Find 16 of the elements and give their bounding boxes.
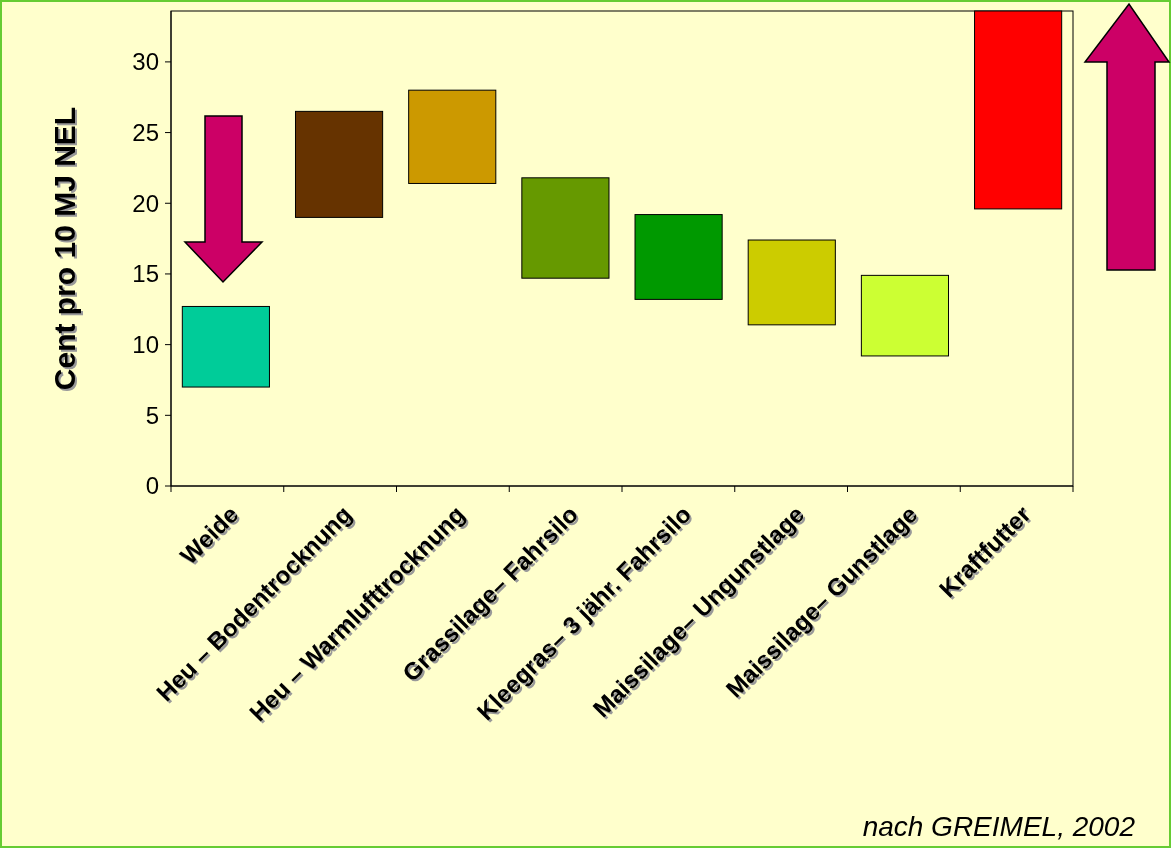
bar [521, 177, 610, 279]
y-tick-label: 10 [132, 331, 159, 359]
y-tick-label: 5 [145, 401, 159, 429]
y-tick-label: 30 [132, 48, 159, 76]
y-tick-label: 0 [145, 472, 159, 500]
bar [294, 110, 384, 218]
y-axis-title: Cent pro 10 MJ NEL [50, 108, 83, 393]
bar [747, 239, 836, 326]
y-tick-label: 20 [132, 189, 159, 217]
bar [181, 305, 270, 388]
text: nach GREIMEL, 2002 [862, 811, 1136, 842]
y-tick-label: 15 [132, 260, 159, 288]
bar [634, 214, 723, 300]
bar [408, 89, 497, 184]
y-tick-label: 25 [132, 118, 159, 146]
bar [860, 274, 950, 357]
